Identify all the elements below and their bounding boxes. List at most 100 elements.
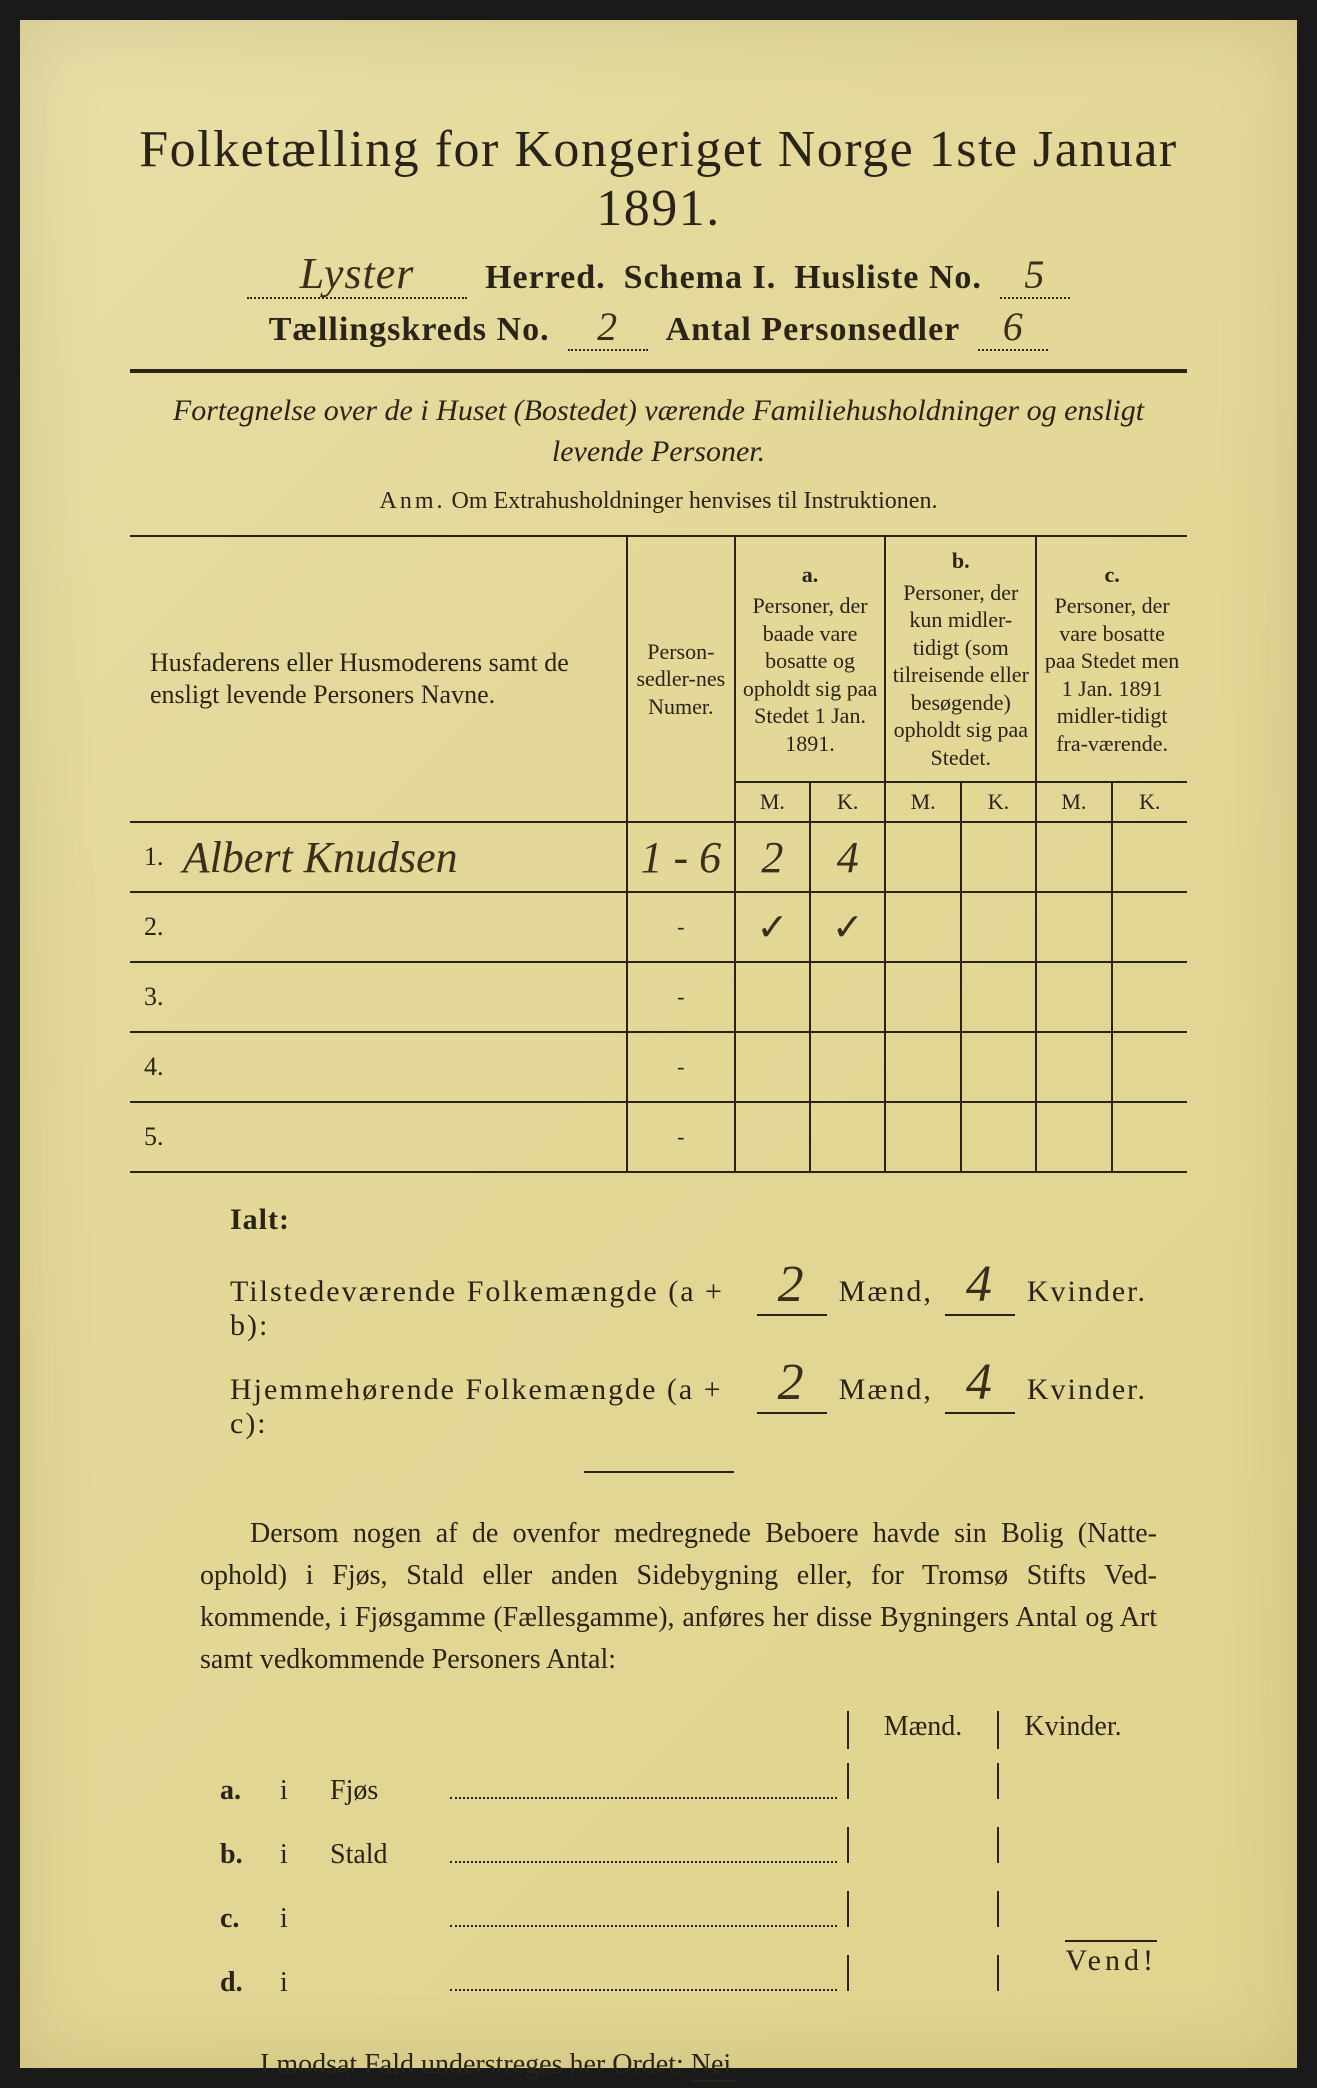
header-row-1: Lyster Herred. Schema I. Husliste No. 5 [130, 256, 1187, 299]
dotted-line [450, 1845, 837, 1863]
maend-cell [847, 1827, 997, 1863]
c-m-cell [1036, 1032, 1111, 1102]
b-k: K. [961, 782, 1036, 822]
row-label: d. [220, 1967, 280, 1999]
main-table: Husfaderens eller Husmoderens samt de en… [130, 535, 1187, 1173]
kreds-label: Tællingskreds No. [269, 311, 550, 349]
b-m-cell [885, 962, 960, 1032]
a-k-cell [810, 962, 885, 1032]
lower-head-m: Mænd. [847, 1711, 997, 1749]
b-k-cell [961, 962, 1036, 1032]
col-b-header: b. Personer, der kun midler-tidigt (som … [885, 536, 1036, 782]
b-m: M. [885, 782, 960, 822]
b-m-cell [885, 892, 960, 962]
dotted-line [450, 1909, 837, 1927]
name-cell [175, 892, 627, 962]
row-label: a. [220, 1775, 280, 1807]
location-label: Stald [330, 1839, 450, 1871]
dotted-line [450, 1781, 837, 1799]
row-number: 4. [130, 1032, 175, 1102]
ialt-title: Ialt: [230, 1203, 1147, 1237]
outbuilding-table: Mænd. Kvinder. a.iFjøs b.iStald c.i d.i [220, 1711, 1147, 1999]
nei-word: Nei. [691, 2049, 738, 2082]
col-a-header: a. Personer, der baade vare bosatte og o… [735, 536, 886, 782]
row-number: 1. [130, 822, 175, 892]
sedler-number: - [627, 1032, 735, 1102]
b-k-cell [961, 892, 1036, 962]
turn-over-label: Vend! [1065, 1940, 1157, 1978]
c-m-cell [1036, 892, 1111, 962]
antal-label: Antal Personsedler [666, 311, 961, 349]
herred-field: Lyster [247, 256, 467, 299]
dotted-line [450, 1973, 837, 1991]
herred-label: Herred. [485, 259, 606, 297]
c-k-cell [1112, 962, 1187, 1032]
col-name-header: Husfaderens eller Husmoderens samt de en… [130, 536, 627, 822]
totals-section: Ialt: Tilstedeværende Folkemængde (a + b… [230, 1203, 1147, 1441]
husliste-field: 5 [1000, 259, 1070, 299]
antal-field: 6 [978, 311, 1048, 351]
row-label: b. [220, 1839, 280, 1871]
schema-label: Schema I. [624, 259, 777, 297]
a-k-cell: 4 [810, 822, 885, 892]
anm-text: Om Extrahusholdninger henvises til Instr… [452, 488, 938, 514]
lower-header: Mænd. Kvinder. [220, 1711, 1147, 1749]
a-k: K. [810, 782, 885, 822]
table-row: 3. - [130, 962, 1187, 1032]
c-m-cell [1036, 822, 1111, 892]
census-form-page: Folketælling for Kongeriget Norge 1ste J… [20, 20, 1297, 2068]
maend-cell [847, 1955, 997, 1991]
outbuilding-row: c.i [220, 1891, 1147, 1935]
table-row: 4. - [130, 1032, 1187, 1102]
name-cell [175, 1032, 627, 1102]
header-row-2: Tællingskreds No. 2 Antal Personsedler 6 [130, 311, 1187, 351]
maend-cell [847, 1891, 997, 1927]
table-row: 5. - [130, 1102, 1187, 1172]
name-cell [175, 962, 627, 1032]
outbuilding-paragraph: Dersom nogen af de ovenfor medregnede Be… [200, 1513, 1157, 1681]
name-cell: Albert Knudsen [175, 822, 627, 892]
kvinder-cell [997, 1763, 1147, 1799]
a-m-cell [735, 1032, 810, 1102]
sedler-number: 1 - 6 [627, 822, 735, 892]
kvinder-cell [997, 1891, 1147, 1927]
c-k-cell [1112, 1102, 1187, 1172]
sedler-number: - [627, 962, 735, 1032]
sedler-number: - [627, 1102, 735, 1172]
page-title: Folketælling for Kongeriget Norge 1ste J… [130, 120, 1187, 238]
rule-2 [584, 1471, 734, 1473]
b-m-cell [885, 1102, 960, 1172]
husliste-label: Husliste No. [794, 259, 982, 297]
c-m-cell [1036, 1102, 1111, 1172]
c-m: M. [1036, 782, 1111, 822]
c-m-cell [1036, 962, 1111, 1032]
c-k-cell [1112, 822, 1187, 892]
kvinder-cell [997, 1827, 1147, 1863]
a-m-cell: 2 [735, 822, 810, 892]
c-k: K. [1112, 782, 1187, 822]
anm-label: Anm. [380, 488, 446, 514]
c-k-cell [1112, 892, 1187, 962]
a-k-cell [810, 1102, 885, 1172]
a-k-cell: ✓ [810, 892, 885, 962]
row-number: 2. [130, 892, 175, 962]
b-k-cell [961, 1032, 1036, 1102]
a-m-cell [735, 962, 810, 1032]
outbuilding-row: a.iFjøs [220, 1763, 1147, 1807]
b-k-cell [961, 822, 1036, 892]
row-label: c. [220, 1903, 280, 1935]
row-number: 5. [130, 1102, 175, 1172]
row-number: 3. [130, 962, 175, 1032]
col-num-header: Person-sedler-nes Numer. [627, 536, 735, 822]
sedler-number: - [627, 892, 735, 962]
maend-cell [847, 1763, 997, 1799]
a-k-cell [810, 1032, 885, 1102]
nei-line: I modsat Fald understreges her Ordet: Ne… [260, 2049, 1187, 2081]
intro-text: Fortegnelse over de i Huset (Bostedet) v… [170, 391, 1147, 472]
a-m-cell: ✓ [735, 892, 810, 962]
a-m-cell [735, 1102, 810, 1172]
outbuilding-row: b.iStald [220, 1827, 1147, 1871]
table-row: 1.Albert Knudsen1 - 624 [130, 822, 1187, 892]
total-resident-row: Hjemmehørende Folkemængde (a + c): 2 Mæn… [230, 1353, 1147, 1441]
outbuilding-row: d.i [220, 1955, 1147, 1999]
